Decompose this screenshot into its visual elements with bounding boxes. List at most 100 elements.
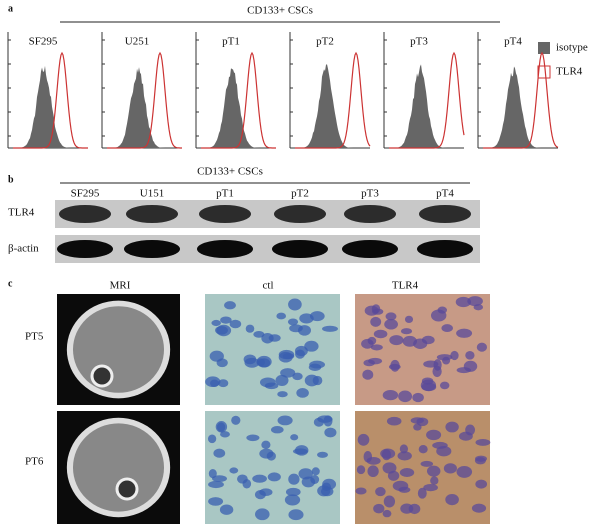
lane-label: pT1 — [216, 188, 234, 200]
nucleus — [218, 379, 229, 388]
nucleus — [430, 476, 439, 485]
nucleus — [385, 312, 397, 321]
nucleus — [400, 328, 413, 335]
nucleus — [383, 495, 396, 508]
isotype-histogram — [13, 65, 88, 148]
nucleus — [277, 415, 293, 426]
nucleus — [467, 296, 483, 307]
nucleus — [290, 434, 299, 441]
nucleus — [436, 446, 452, 457]
nucleus — [298, 325, 311, 336]
nucleus — [275, 374, 289, 386]
nucleus — [259, 377, 276, 388]
nucleus — [465, 351, 475, 360]
lesion — [115, 477, 139, 501]
nucleus — [387, 470, 400, 481]
nucleus — [208, 469, 217, 479]
nucleus — [370, 316, 382, 327]
nucleus — [267, 472, 281, 482]
blot-band — [344, 205, 396, 223]
nucleus — [270, 425, 284, 434]
nucleus — [284, 494, 301, 506]
nucleus — [215, 420, 228, 433]
tlr4-histogram — [483, 51, 559, 149]
isotype-histogram — [107, 67, 182, 148]
nucleus — [323, 415, 333, 427]
nucleus — [450, 350, 459, 361]
nucleus — [253, 331, 265, 338]
nucleus — [417, 487, 427, 499]
panel-label: a — [8, 3, 13, 14]
nucleus — [366, 457, 381, 465]
nucleus — [252, 474, 267, 483]
nucleus — [208, 480, 224, 489]
nucleus — [309, 360, 326, 369]
blot-band — [57, 240, 113, 258]
nucleus — [380, 448, 396, 459]
nucleus — [220, 431, 230, 438]
nucleus — [476, 342, 488, 352]
blot-strip — [55, 235, 480, 263]
sample-label: pT4 — [504, 36, 522, 48]
panel-title: CD133+ CSCs — [197, 166, 263, 178]
nucleus — [231, 415, 241, 425]
lane-label: pT4 — [436, 188, 454, 200]
nucleus — [397, 451, 412, 461]
sample-label: pT3 — [410, 36, 428, 48]
nucleus — [382, 389, 399, 401]
blot-band — [342, 240, 398, 258]
column-label: TLR4 — [392, 280, 419, 292]
isotype-histogram — [295, 64, 370, 148]
nucleus — [304, 340, 319, 352]
nucleus — [456, 465, 473, 478]
blot-strip — [55, 200, 480, 228]
nucleus — [207, 434, 217, 444]
blot-band — [417, 240, 473, 258]
nucleus — [268, 334, 281, 342]
nucleus — [311, 467, 320, 476]
nucleus — [384, 319, 398, 330]
nucleus — [246, 434, 260, 442]
nucleus — [471, 503, 487, 513]
nucleus — [465, 424, 476, 436]
tlr4-histogram — [107, 51, 182, 149]
nucleus — [299, 313, 314, 324]
legend-label: isotype — [556, 42, 588, 54]
nucleus — [322, 325, 338, 332]
blot-band — [419, 205, 471, 223]
panel-label: c — [8, 278, 13, 289]
nucleus — [285, 487, 301, 497]
blot-band — [59, 205, 111, 223]
nucleus — [215, 326, 228, 335]
nucleus — [445, 494, 459, 506]
nucleus — [287, 318, 299, 326]
nucleus — [317, 451, 328, 458]
lane-label: SF295 — [71, 188, 100, 200]
nucleus — [317, 485, 331, 497]
nucleus — [205, 376, 221, 388]
nucleus — [294, 345, 308, 357]
nucleus — [418, 444, 428, 454]
nucleus — [276, 312, 287, 320]
nucleus — [474, 457, 486, 465]
isotype-histogram — [201, 68, 276, 148]
nucleus — [370, 344, 383, 351]
nucleus — [392, 480, 409, 492]
nucleus — [236, 474, 248, 484]
nucleus — [282, 353, 295, 360]
nucleus — [386, 416, 402, 426]
row-label: PT6 — [25, 456, 44, 468]
nucleus — [256, 358, 266, 367]
nucleus — [420, 379, 437, 391]
lane-label: pT3 — [361, 188, 379, 200]
nucleus — [463, 360, 478, 372]
nucleus — [375, 487, 386, 497]
nucleus — [475, 479, 488, 489]
nucleus — [362, 369, 374, 380]
nucleus — [355, 487, 367, 495]
nucleus — [475, 438, 491, 446]
sample-label: SF295 — [29, 36, 58, 48]
blot-band — [124, 240, 180, 258]
row-label: PT5 — [25, 331, 44, 343]
